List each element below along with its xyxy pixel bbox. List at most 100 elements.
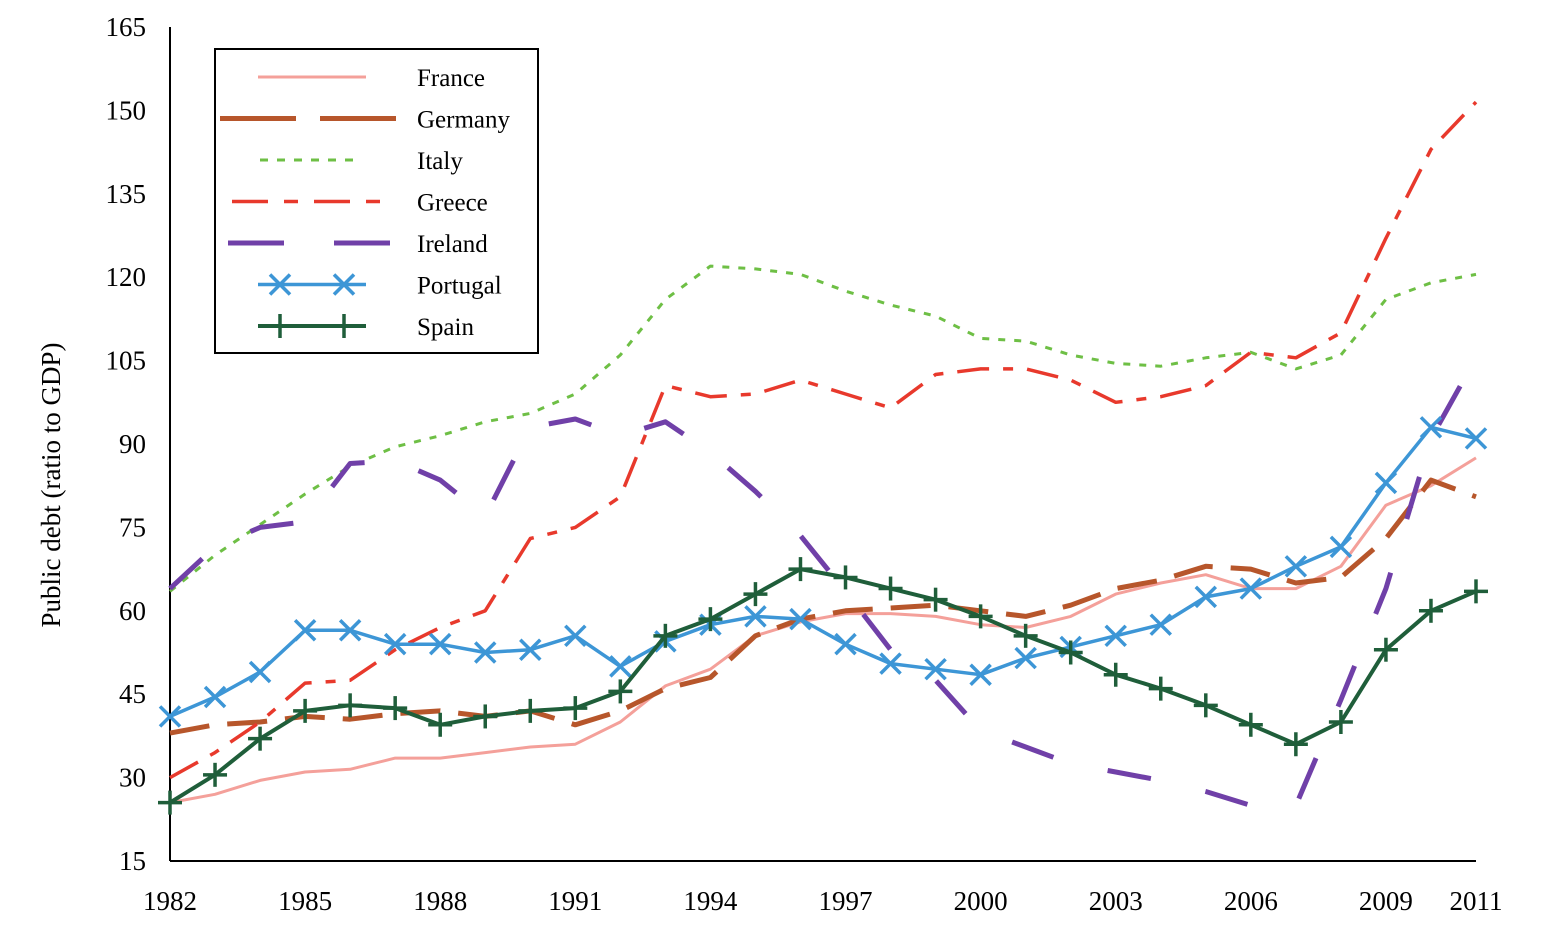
data-point-portugal [1419,416,1443,439]
data-point-spain [1148,676,1173,701]
series-layer [158,100,1488,815]
data-point-spain [923,587,948,612]
data-point-spain [1193,693,1218,718]
series-line-germany [169,477,1477,736]
data-point-portugal [428,632,452,656]
data-point-portugal [293,619,317,642]
data-point-portugal [1014,646,1037,670]
y-tick-label: 165 [106,12,147,42]
legend-item-germany: Germany [220,107,511,134]
data-point-portugal [1329,535,1353,559]
data-point-spain [383,696,408,721]
y-tick-label: 120 [106,262,147,292]
legend-item-france: France [258,65,485,92]
legend-item-ireland: Ireland [228,231,488,258]
data-point-spain [473,704,498,729]
y-tick-label: 15 [119,846,146,876]
legend-marker-portugal [268,273,292,296]
data-point-portugal [834,632,857,656]
y-tick-label: 135 [106,179,147,209]
data-point-portugal [744,605,767,628]
data-point-spain [698,607,723,632]
x-tick-label: 1991 [548,886,602,916]
data-point-portugal [1284,555,1308,578]
data-point-portugal [969,663,992,686]
data-point-portugal [158,705,182,728]
data-point-portugal [564,624,587,648]
legend-item-spain: Spain [258,314,474,341]
legend-label-spain: Spain [417,314,474,341]
legend-item-italy: Italy [260,148,463,175]
legend-label-greece: Greece [417,190,488,217]
data-point-spain [428,712,453,737]
y-tick-label: 45 [119,679,146,709]
x-tick-label: 2011 [1450,886,1503,916]
series-line-france [169,456,1477,805]
legend-marker-portugal [332,273,356,296]
y-tick-label: 60 [119,596,146,626]
x-tick-label: 2000 [954,886,1008,916]
data-point-spain [1238,712,1263,737]
data-point-portugal [1194,585,1218,609]
data-point-portugal [383,632,407,656]
data-point-portugal [1464,427,1488,450]
data-point-portugal [1149,613,1172,636]
data-point-spain [563,696,588,721]
data-point-spain [833,565,858,590]
x-tick-label: 2009 [1359,886,1413,916]
data-point-spain [1283,732,1308,757]
data-point-spain [203,762,228,787]
data-point-portugal [609,655,632,678]
series-line-portugal [169,425,1477,719]
legend-label-italy: Italy [417,148,463,175]
y-axis-ticks: 15 30 45 60 75 90 105 120 135 150 165 [106,12,147,876]
x-tick-label: 1988 [413,886,467,916]
data-point-spain [788,557,813,582]
legend-marker-spain [268,314,292,338]
data-point-spain [743,582,768,607]
data-point-portugal [203,685,227,709]
y-tick-label: 75 [119,512,146,542]
legend-item-portugal: Portugal [258,273,502,300]
series-spain [158,557,1488,815]
data-point-spain [1464,579,1488,604]
data-point-spain [1418,598,1443,623]
series-germany [169,477,1477,736]
legend-marker-spain [332,314,356,338]
data-point-portugal [474,641,497,664]
y-axis-title: Public debt (ratio to GDP) [36,343,66,628]
x-tick-label: 2003 [1089,886,1143,916]
data-point-spain [608,679,633,704]
x-tick-label: 1997 [819,886,873,916]
series-italy [169,264,1477,593]
data-point-spain [158,790,182,815]
series-line-italy [169,264,1477,593]
data-point-spain [1328,710,1353,734]
data-point-portugal [338,619,362,642]
data-point-portugal [879,652,902,675]
data-point-spain [1373,637,1398,662]
data-point-spain [338,693,363,718]
data-point-portugal [789,607,812,631]
data-point-portugal [1239,577,1263,600]
data-point-spain [653,623,678,648]
y-tick-label: 90 [119,429,146,459]
series-ireland [168,356,1479,808]
data-point-spain [248,726,273,751]
x-tick-label: 1994 [683,886,738,916]
data-point-portugal [248,660,272,684]
data-point-spain [1103,662,1128,687]
legend-label-france: France [417,65,485,92]
data-point-spain [878,576,903,601]
series-portugal [158,416,1488,728]
legend-label-germany: Germany [417,107,511,134]
axes [169,27,1476,862]
data-point-spain [1013,623,1038,648]
x-tick-label: 2006 [1224,886,1278,916]
data-point-portugal [519,638,542,661]
data-point-spain [518,698,543,723]
data-point-spain [293,698,318,723]
legend-label-portugal: Portugal [417,273,502,300]
legend: France Germany Italy Greece Ireland Portugal S… [214,48,539,354]
